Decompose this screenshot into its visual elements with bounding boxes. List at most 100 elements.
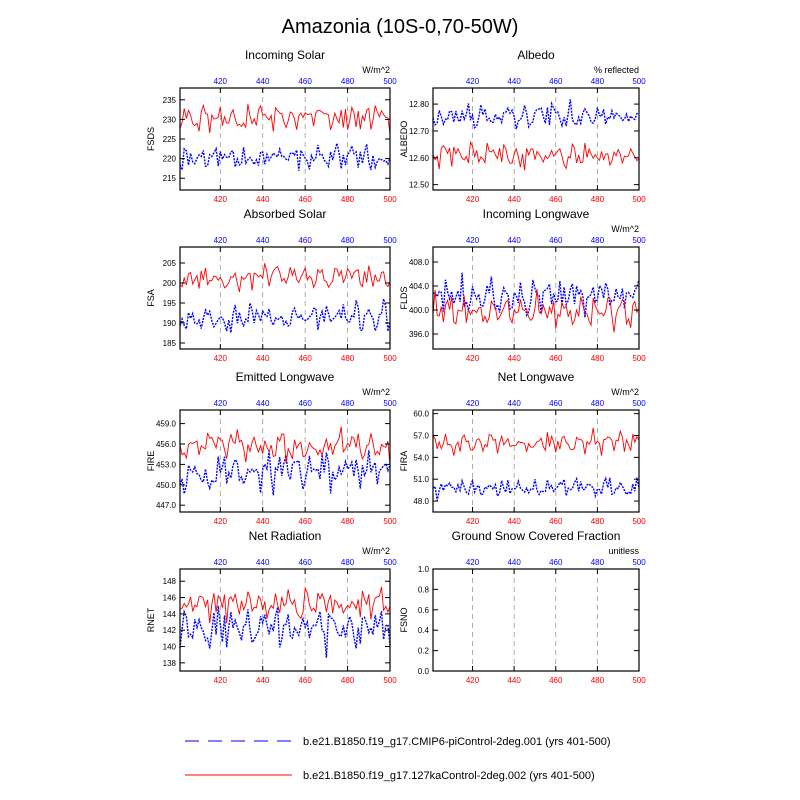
ytick-label-fsds: 225 [163,135,177,144]
xtick-label-top-fsa: 460 [298,236,312,245]
xtick-label-bottom-fire: 500 [383,517,397,526]
xtick-label-top-fire: 420 [214,399,228,408]
panel-title-rnet: Net Radiation [249,529,322,543]
xtick-label-bottom-fira: 460 [549,517,563,526]
xtick-label-top-fira: 440 [507,399,521,408]
xtick-label-bottom-flds: 420 [466,354,480,363]
ytick-label-fsno: 0.0 [418,667,430,676]
xtick-label-top-fira: 480 [591,399,605,408]
plot-frame-fsa [179,246,391,350]
xtick-label-top-albedo: 480 [591,77,605,86]
ytick-label-flds: 408.0 [409,258,430,267]
ytick-label-fire: 450.0 [156,481,177,490]
ytick-label-fsno: 0.4 [418,626,430,635]
plot-frame-albedo [432,87,640,191]
xtick-label-top-fsa: 500 [383,236,397,245]
xtick-label-bottom-rnet: 500 [383,676,397,685]
xtick-label-bottom-fire: 480 [341,517,355,526]
panel-flds: 420 420 440 440 460 460 480 480 500 500 396.0 400.0… [399,207,646,363]
panel-title-fsno: Ground Snow Covered Fraction [452,529,621,543]
xtick-label-top-fsds: 460 [298,77,312,86]
xtick-label-top-fsa: 420 [214,236,228,245]
units-label-rnet: W/m^2 [362,546,390,556]
xtick-label-bottom-fsds: 500 [383,195,397,204]
series-fira-127ka [432,427,640,456]
plot-frame-fsds [179,87,391,191]
plot-frame-fire [179,409,391,513]
plot-frame-fira [432,409,640,513]
xtick-label-bottom-fira: 500 [632,517,646,526]
series-fsds-cmip6 [179,143,391,171]
ytick-label-fira: 48.0 [413,497,429,506]
xtick-label-top-fsds: 500 [383,77,397,86]
panel-fire: 420 420 440 440 460 460 480 480 500 500 447.0 450.0… [146,370,397,526]
series-fsa-cmip6 [179,298,391,334]
xtick-label-top-flds: 440 [507,236,521,245]
series-fire-127ka [179,426,391,466]
xtick-label-bottom-flds: 480 [591,354,605,363]
xtick-label-bottom-fsa: 500 [383,354,397,363]
panel-title-fira: Net Longwave [498,370,575,384]
ytick-label-fira: 57.0 [413,432,429,441]
units-label-fira: W/m^2 [611,387,639,397]
units-label-fsds: W/m^2 [362,65,390,75]
ytick-label-fira: 54.0 [413,453,429,462]
ytick-label-fsno: 0.2 [418,647,430,656]
xtick-label-bottom-fsno: 440 [507,676,521,685]
xtick-label-top-fsno: 460 [549,558,563,567]
ytick-label-flds: 404.0 [409,282,430,291]
xtick-label-bottom-fsno: 460 [549,676,563,685]
xtick-label-top-fsno: 420 [466,558,480,567]
legend: b.e21.B1850.f19_g17.CMIP6-piControl-2deg… [185,736,611,782]
ytick-label-fsno: 1.0 [418,565,430,574]
ytick-label-fsds: 230 [163,115,177,124]
plot-frame-flds [432,246,640,350]
figure-title: Amazonia (10S-0,70-50W) [282,16,519,38]
xtick-label-top-rnet: 460 [298,558,312,567]
ylabel-albedo: ALBEDO [399,121,409,158]
xtick-label-bottom-fira: 420 [466,517,480,526]
xtick-label-bottom-fsa: 460 [298,354,312,363]
ytick-label-fsds: 220 [163,155,177,164]
xtick-label-top-fsds: 480 [341,77,355,86]
units-label-flds: W/m^2 [611,224,639,234]
xtick-label-bottom-fsno: 500 [632,676,646,685]
ytick-label-rnet: 138 [163,659,177,668]
xtick-label-bottom-albedo: 460 [549,195,563,204]
ytick-label-flds: 400.0 [409,306,430,315]
xtick-label-top-fire: 480 [341,399,355,408]
xtick-label-bottom-fsno: 480 [591,676,605,685]
ytick-label-albedo: 12.60 [409,154,430,163]
xtick-label-top-albedo: 500 [632,77,646,86]
xtick-label-top-fsno: 440 [507,558,521,567]
ylabel-fsno: FSNO [399,607,409,632]
legend-label-b: b.e21.B1850.f19_g17.127kaControl-2deg.00… [303,770,595,782]
series-flds-cmip6 [432,272,640,318]
panel-title-fire: Emitted Longwave [236,370,335,384]
ytick-label-flds: 396.0 [409,330,430,339]
ytick-label-fire: 456.0 [156,440,177,449]
xtick-label-top-albedo: 440 [507,77,521,86]
series-rnet-127ka [179,586,391,624]
xtick-label-top-flds: 460 [549,236,563,245]
series-fsds-127ka [179,103,391,134]
ytick-label-albedo: 12.50 [409,181,430,190]
xtick-label-bottom-rnet: 440 [256,676,270,685]
series-flds-127ka [432,288,640,333]
xtick-label-bottom-fire: 460 [298,517,312,526]
xtick-label-top-fira: 420 [466,399,480,408]
xtick-label-top-rnet: 420 [214,558,228,567]
xtick-label-top-fsno: 480 [591,558,605,567]
xtick-label-top-flds: 480 [591,236,605,245]
xtick-label-top-albedo: 420 [466,77,480,86]
xtick-label-top-fsa: 440 [256,236,270,245]
panel-fsa: 420 420 440 440 460 460 480 480 500 500 185 190 195 2… [146,207,397,363]
ytick-label-fire: 453.0 [156,460,177,469]
ylabel-fira: FIRA [399,451,409,472]
xtick-label-bottom-albedo: 420 [466,195,480,204]
ytick-label-rnet: 142 [163,626,177,635]
xtick-label-top-fira: 500 [632,399,646,408]
xtick-label-bottom-fsa: 420 [214,354,228,363]
ytick-label-rnet: 144 [163,610,177,619]
